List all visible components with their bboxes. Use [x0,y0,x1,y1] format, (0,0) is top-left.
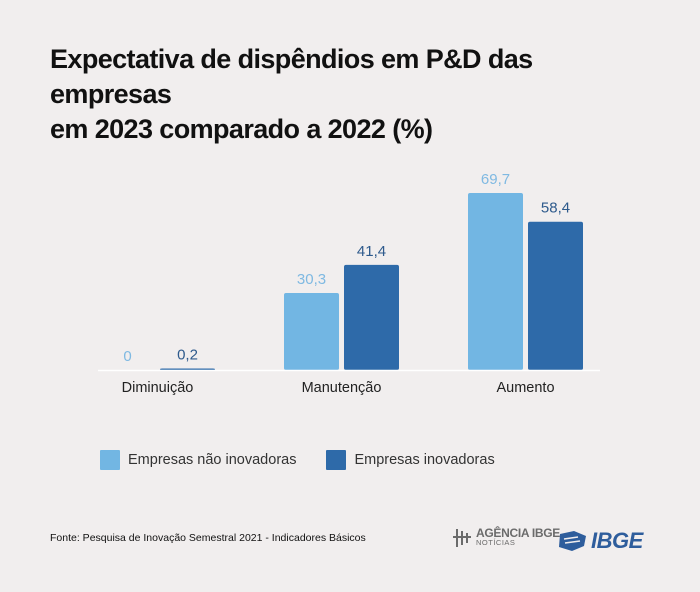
chart-title: Expectativa de dispêndios em P&D das emp… [50,42,650,147]
bar-nao-inovadoras-2 [468,193,523,370]
legend-item-inovadoras: Empresas inovadoras [326,450,495,470]
agencia-logo-subtext: NOTÍCIAS [476,538,516,547]
ibge-map-icon [559,531,586,551]
data-label-inovadoras-2: 58,4 [541,200,570,217]
data-label-nao-inovadoras-2: 69,7 [481,171,510,188]
bar-chart: 0 0,2 Diminuição 30,3 41,4 Manutenção 69,7 58,4… [98,171,600,396]
legend: Empresas não inovadoras Empresas inovado… [100,450,495,470]
legend-item-nao-inovadoras: Empresas não inovadoras [100,450,296,470]
data-label-nao-inovadoras-1: 30,3 [297,271,326,288]
legend-swatch-nao-inovadoras [100,450,120,470]
category-label-2: Aumento [496,380,554,396]
source-note: Fonte: Pesquisa de Inovação Semestral 20… [50,532,366,544]
data-label-inovadoras-1: 41,4 [357,243,386,260]
agencia-ibge-icon [453,529,471,547]
category-label-0: Diminuição [122,380,194,396]
chart-title-line-2: em 2023 comparado a 2022 (%) [50,114,433,144]
legend-label-nao-inovadoras: Empresas não inovadoras [128,452,297,468]
bar-nao-inovadoras-1 [284,293,339,370]
ibge-logo-text: IBGE [591,528,643,553]
legend-label-inovadoras: Empresas inovadoras [354,452,495,468]
chart-title-line-1: Expectativa de dispêndios em P&D das emp… [50,44,533,109]
bar-inovadoras-1 [344,264,399,370]
bar-inovadoras-0 [160,368,215,370]
agencia-logo-text: AGÊNCIA IBGE [476,526,560,540]
legend-swatch-inovadoras [326,450,347,470]
bar-inovadoras-2 [528,221,583,370]
data-label-inovadoras-0: 0,2 [177,347,198,364]
ibge-logo: IBGE [556,528,643,554]
category-label-1: Manutenção [302,380,382,396]
data-label-nao-inovadoras-0: 0 [123,348,131,365]
agencia-ibge-logo: AGÊNCIA IBGE NOTÍCIAS [452,527,560,549]
